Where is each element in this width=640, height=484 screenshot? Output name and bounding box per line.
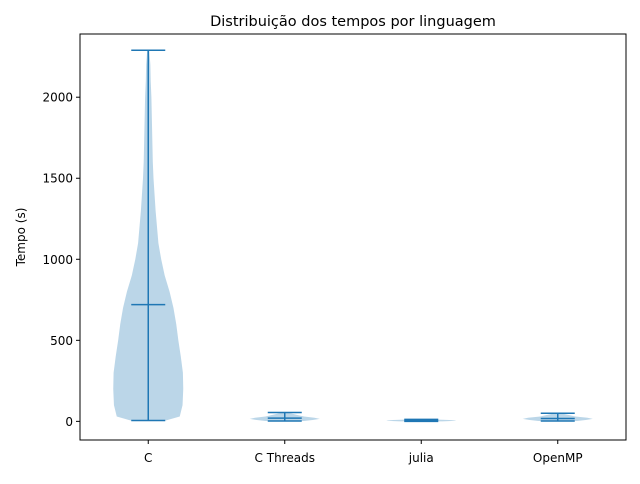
y-tick-label-2: 1000: [42, 253, 73, 267]
x-tick-label-2: julia: [408, 451, 434, 465]
y-axis: 0 500 1000 1500 2000: [42, 91, 80, 429]
plot-area: [113, 49, 593, 423]
axes-frame: [79, 33, 627, 441]
x-tick-label-0: C: [144, 451, 152, 465]
y-axis-label: Tempo (s): [14, 208, 28, 268]
y-tick-label-1: 500: [50, 334, 73, 348]
y-tick-label-0: 0: [65, 415, 73, 429]
x-tick-label-1: C Threads: [255, 451, 315, 465]
x-tick-label-3: OpenMP: [533, 451, 583, 465]
y-tick-label-3: 1500: [42, 172, 73, 186]
chart-title: Distribuição dos tempos por linguagem: [210, 14, 496, 30]
y-tick-label-4: 2000: [42, 91, 73, 105]
x-axis: C C Threads julia OpenMP: [144, 440, 583, 465]
